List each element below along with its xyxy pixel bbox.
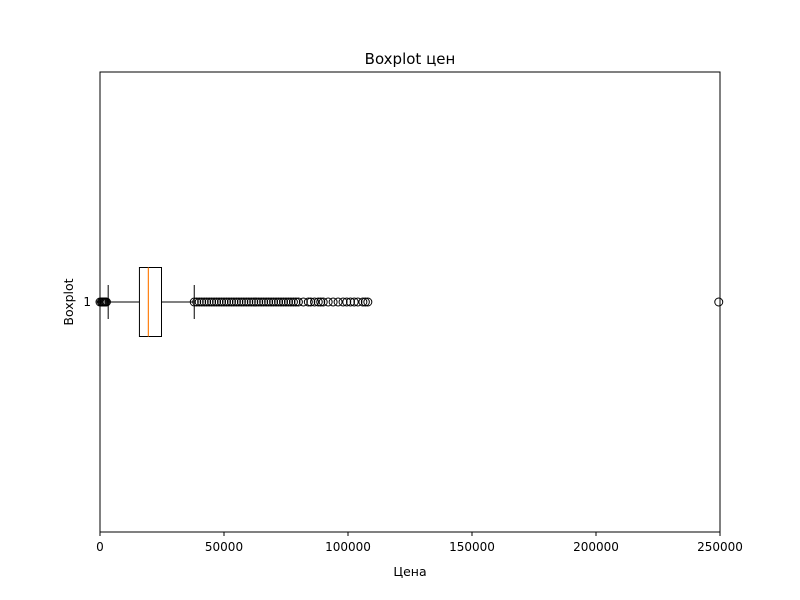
- outlier-point: [236, 297, 246, 307]
- x-tick-label: 100000: [325, 540, 371, 554]
- x-tick-label: 250000: [697, 540, 743, 554]
- outlier-point: [342, 297, 352, 307]
- outlier-point: [333, 297, 343, 307]
- outlier-point: [291, 297, 301, 307]
- outlier-point: [244, 297, 254, 307]
- y-axis-label: Boxplot: [61, 278, 76, 325]
- x-axis: 0 50000 100000 150000 200000 250000: [96, 532, 743, 554]
- outlier-point: [318, 297, 328, 307]
- x-tick-label: 150000: [449, 540, 495, 554]
- outlier-point: [229, 297, 239, 307]
- y-tick-label: 1: [83, 295, 91, 309]
- outlier-point: [293, 297, 303, 307]
- outlier-point: [363, 297, 373, 307]
- outlier-point: [224, 297, 234, 307]
- outlier-point: [276, 297, 286, 307]
- outlier-point: [239, 297, 249, 307]
- outlier-point: [199, 297, 209, 307]
- iqr-box: [138, 267, 163, 337]
- outlier-point: [313, 297, 323, 307]
- outlier-point: [286, 297, 296, 307]
- outlier-point: [279, 297, 289, 307]
- outlier-point: [349, 297, 359, 307]
- outlier-point: [271, 297, 281, 307]
- outlier-point: [281, 297, 291, 307]
- outlier-point: [259, 297, 269, 307]
- outlier-point: [251, 297, 261, 307]
- outlier-point: [226, 297, 236, 307]
- outlier-point: [219, 297, 229, 307]
- outlier-point: [246, 297, 256, 307]
- outlier-point: [221, 297, 231, 307]
- outlier-point: [264, 297, 274, 307]
- outlier-point: [345, 297, 355, 307]
- x-tick-label: 200000: [573, 540, 619, 554]
- outlier-point: [316, 297, 326, 307]
- outlier-point: [338, 297, 348, 307]
- outlier-point: [283, 297, 293, 307]
- outlier-point: [241, 297, 251, 307]
- outlier-point: [310, 297, 320, 307]
- x-axis-label: Цена: [393, 564, 426, 579]
- outlier-point: [306, 297, 316, 307]
- outlier-point: [298, 297, 308, 307]
- outlier-point: [234, 297, 244, 307]
- outlier-point: [192, 297, 202, 307]
- outlier-point: [303, 297, 313, 307]
- outlier-point: [101, 297, 111, 307]
- outlier-point: [714, 297, 724, 307]
- outlier-point: [328, 297, 338, 307]
- x-tick-label: 50000: [205, 540, 243, 554]
- outlier-point: [189, 297, 199, 307]
- outlier-point: [288, 297, 298, 307]
- outlier-point: [249, 297, 259, 307]
- outlier-point: [269, 297, 279, 307]
- outlier-point: [194, 297, 204, 307]
- outlier-point: [274, 297, 284, 307]
- outlier-point: [202, 297, 212, 307]
- outlier-point: [360, 297, 370, 307]
- x-tick-label: 0: [96, 540, 104, 554]
- outlier-point: [197, 297, 207, 307]
- outlier-point: [231, 297, 241, 307]
- outlier-point: [217, 297, 227, 307]
- outlier-point: [254, 297, 264, 307]
- outlier-point: [212, 297, 222, 307]
- outlier-point: [256, 297, 266, 307]
- outlier-point: [261, 297, 271, 307]
- y-axis: 1: [83, 295, 100, 309]
- outlier-point: [214, 297, 224, 307]
- chart-title: Boxplot цен: [365, 50, 456, 68]
- outlier-point: [353, 297, 363, 307]
- outlier-point: [204, 297, 214, 307]
- outlier-point: [209, 297, 219, 307]
- outlier-point: [358, 297, 368, 307]
- plot-area: [95, 267, 724, 337]
- outlier-point: [207, 297, 217, 307]
- outlier-point: [323, 297, 333, 307]
- outlier-point: [266, 297, 276, 307]
